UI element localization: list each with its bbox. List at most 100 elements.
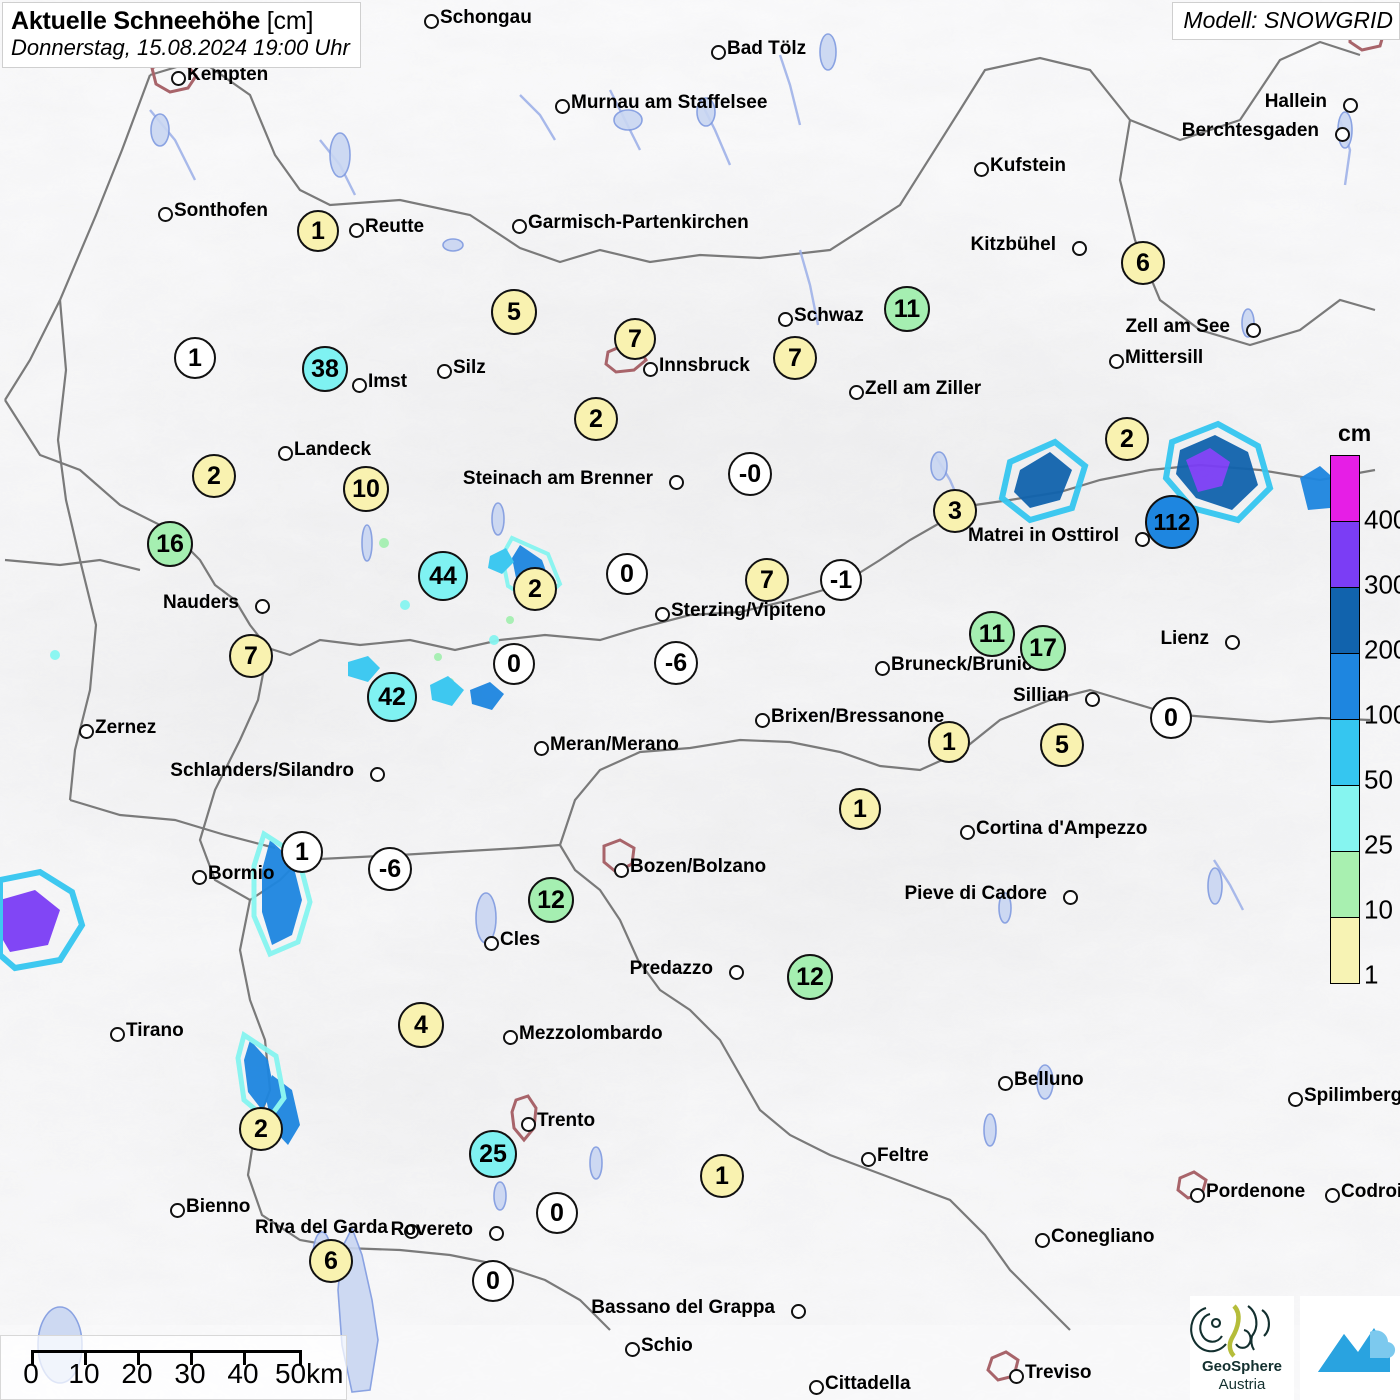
- legend-tick-label: 300: [1364, 569, 1400, 600]
- snow-depth-value-bubble[interactable]: 1: [839, 788, 881, 830]
- city-dot-icon: [791, 1304, 806, 1319]
- snow-depth-value-bubble[interactable]: 12: [787, 954, 833, 1000]
- snow-depth-value-bubble[interactable]: -1: [820, 559, 862, 601]
- city-label: Zernez: [95, 717, 157, 738]
- snow-depth-value-bubble[interactable]: 0: [493, 643, 535, 685]
- city-dot-icon: [521, 1117, 536, 1132]
- city-label: Imst: [368, 371, 408, 392]
- snow-depth-value-bubble[interactable]: -6: [368, 847, 412, 891]
- city-dot-icon: [1335, 127, 1350, 142]
- snow-depth-value-bubble[interactable]: 17: [1020, 625, 1066, 671]
- snow-depth-value-bubble[interactable]: -0: [728, 452, 772, 496]
- snow-depth-value-bubble[interactable]: 0: [1150, 697, 1192, 739]
- geosphere-logo: GeoSphere Austria: [1190, 1296, 1294, 1400]
- title-main-text: Aktuelle Schneehöhe: [11, 7, 261, 35]
- city-label: Sillian: [1013, 685, 1069, 706]
- city-dot-icon: [1288, 1092, 1303, 1107]
- city-label: Schio: [641, 1335, 693, 1356]
- city-label: Treviso: [1025, 1362, 1092, 1383]
- city-label: Schongau: [440, 7, 532, 28]
- snow-depth-value-bubble[interactable]: 0: [606, 553, 648, 595]
- snow-depth-value-bubble[interactable]: 2: [1105, 417, 1149, 461]
- snow-depth-value-bubble[interactable]: 38: [302, 346, 348, 392]
- snow-depth-value-bubble[interactable]: 1: [174, 337, 216, 379]
- city-label: Nauders: [162, 592, 239, 613]
- city-dot-icon: [503, 1030, 518, 1045]
- snow-depth-value-bubble[interactable]: 11: [969, 611, 1015, 657]
- snow-depth-value-bubble[interactable]: 1: [700, 1154, 744, 1198]
- city-dot-icon: [1085, 692, 1100, 707]
- city-dot-icon: [424, 14, 439, 29]
- snow-depth-value-bubble[interactable]: 1: [281, 831, 323, 873]
- snow-depth-value-bubble[interactable]: 112: [1145, 495, 1199, 549]
- snow-depth-value-bubble[interactable]: 2: [192, 454, 236, 498]
- snow-depth-value-bubble[interactable]: 7: [229, 634, 273, 678]
- snow-depth-value-bubble[interactable]: 25: [469, 1130, 517, 1178]
- snow-depth-value-bubble[interactable]: 7: [773, 336, 817, 380]
- snow-depth-value-bubble[interactable]: 12: [528, 877, 574, 923]
- city-dot-icon: [778, 312, 793, 327]
- snow-depth-value-bubble[interactable]: 5: [1040, 723, 1084, 767]
- snow-depth-value-bubble[interactable]: 16: [147, 521, 193, 567]
- legend-color-bar: [1330, 455, 1360, 984]
- city-dot-icon: [861, 1152, 876, 1167]
- city-label: Garmisch-Partenkirchen: [528, 212, 749, 233]
- snow-depth-value-bubble[interactable]: -6: [654, 641, 698, 685]
- city-dot-icon: [555, 99, 570, 114]
- city-label: Lienz: [1160, 628, 1209, 649]
- city-label: Spilimbergo: [1304, 1085, 1400, 1106]
- city-dot-icon: [729, 965, 744, 980]
- snow-depth-value-bubble[interactable]: 4: [398, 1002, 444, 1048]
- city-dot-icon: [655, 607, 670, 622]
- legend-tick-label: 400: [1364, 504, 1400, 535]
- city-label: Steinach am Brenner: [462, 468, 653, 489]
- snow-depth-value-bubble[interactable]: 7: [614, 318, 656, 360]
- scale-tick-label: 50km: [274, 1358, 344, 1389]
- city-dot-icon: [849, 385, 864, 400]
- legend-tick-label: 25: [1364, 829, 1393, 860]
- scale-bar: 0 10 20 30 40 50km: [0, 1335, 347, 1400]
- snow-depth-value-bubble[interactable]: 3: [933, 489, 977, 533]
- snow-depth-value-bubble[interactable]: 10: [343, 466, 389, 512]
- city-dot-icon: [352, 378, 367, 393]
- city-dot-icon: [489, 1226, 504, 1241]
- legend-segment: [1331, 786, 1359, 852]
- snow-depth-value-bubble[interactable]: 6: [309, 1239, 353, 1283]
- city-label: Meran/Merano: [550, 734, 679, 755]
- city-label: Bienno: [186, 1196, 251, 1217]
- snow-depth-value-bubble[interactable]: 2: [574, 397, 618, 441]
- snow-depth-value-bubble[interactable]: 11: [884, 286, 930, 332]
- snow-depth-value-bubble[interactable]: 5: [491, 289, 537, 335]
- city-dot-icon: [974, 162, 989, 177]
- legend-segment: [1331, 852, 1359, 918]
- snow-depth-value-bubble[interactable]: 42: [367, 672, 417, 722]
- city-dot-icon: [625, 1342, 640, 1357]
- snow-depth-value-bubble[interactable]: 7: [745, 558, 789, 602]
- city-label: Pieve di Cadore: [904, 883, 1047, 904]
- city-dot-icon: [370, 767, 385, 782]
- snow-depth-value-bubble[interactable]: 2: [239, 1107, 283, 1151]
- snow-depth-value-bubble[interactable]: 0: [472, 1260, 514, 1302]
- snow-depth-value-bubble[interactable]: 1: [297, 210, 339, 252]
- city-dot-icon: [643, 362, 658, 377]
- city-dot-icon: [998, 1076, 1013, 1091]
- city-dot-icon: [79, 724, 94, 739]
- snow-depth-value-bubble[interactable]: 1: [928, 721, 970, 763]
- city-label: Innsbruck: [659, 355, 750, 376]
- city-dot-icon: [1246, 323, 1261, 338]
- city-dot-icon: [809, 1380, 824, 1395]
- city-label: Landeck: [294, 439, 372, 460]
- legend-tick-label: 50: [1364, 764, 1393, 795]
- model-label: Modell: SNOWGRID: [1183, 7, 1393, 33]
- city-dot-icon: [110, 1027, 125, 1042]
- city-dot-icon: [1063, 890, 1078, 905]
- city-dot-icon: [1009, 1369, 1024, 1384]
- legend-segment: [1331, 522, 1359, 588]
- city-label: Pordenone: [1206, 1181, 1306, 1202]
- city-dot-icon: [534, 741, 549, 756]
- snow-depth-value-bubble[interactable]: 44: [418, 551, 468, 601]
- snow-depth-value-bubble[interactable]: 2: [513, 567, 557, 611]
- snow-depth-value-bubble[interactable]: 6: [1121, 241, 1165, 285]
- snow-depth-value-bubble[interactable]: 0: [536, 1192, 578, 1234]
